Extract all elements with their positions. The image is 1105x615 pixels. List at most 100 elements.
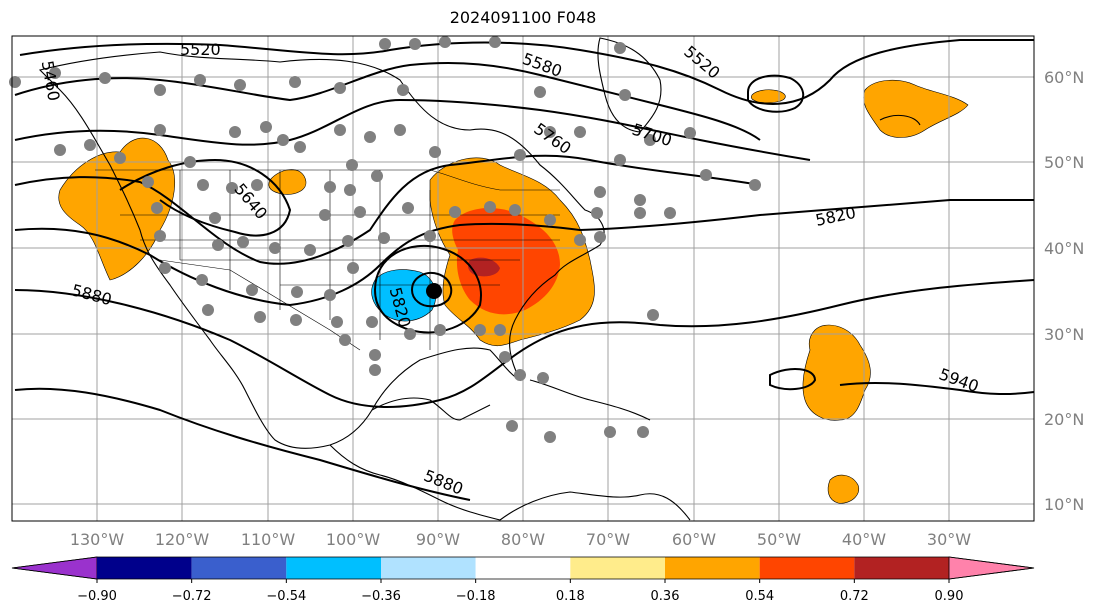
station-dot	[614, 154, 626, 166]
lat-tick-label: 50°N	[1044, 153, 1084, 172]
station-dot	[614, 42, 626, 54]
station-dot	[347, 262, 359, 274]
station-dot	[514, 149, 526, 161]
colorbar-segment	[191, 557, 287, 579]
lon-tick-label: 130°W	[70, 530, 125, 549]
colorbar-segment	[381, 557, 476, 579]
station-dot	[647, 309, 659, 321]
anomaly-positive-south-atlantic	[827, 474, 860, 504]
station-dot	[509, 204, 521, 216]
station-dot	[594, 231, 606, 243]
colorbar-segment	[570, 557, 665, 579]
station-dot	[371, 170, 383, 182]
graticule	[12, 36, 1034, 521]
station-dot	[594, 186, 606, 198]
station-dot	[684, 127, 696, 139]
colorbar-tick-label: 0.36	[651, 589, 680, 604]
station-dot	[366, 316, 378, 328]
colorbar-tick-label: −0.90	[77, 589, 117, 604]
colorbar-extend-high	[948, 556, 1035, 580]
station-dot	[619, 89, 631, 101]
station-dot	[700, 169, 712, 181]
station-dot	[154, 84, 166, 96]
colorbar: −0.90 −0.72 −0.54 −0.36 −0.18 0.18 0.36 0.54 0.7…	[11, 556, 1035, 604]
contour-label-5820-a: 5820	[814, 203, 858, 230]
longitude-labels: 130°W 120°W 110°W 100°W 90°W 80°W 70°W 60°W 50°W…	[70, 530, 971, 549]
lon-tick-label: 110°W	[241, 530, 296, 549]
colorbar-tick-label: −0.18	[456, 589, 496, 604]
station-dot	[591, 207, 603, 219]
latitude-labels: 60°N 50°N 40°N 30°N 20°N 10°N	[1044, 68, 1084, 514]
station-dot	[369, 364, 381, 376]
station-dot	[404, 328, 416, 340]
station-dot	[369, 349, 381, 361]
station-dot	[84, 139, 96, 151]
contour-5940	[769, 368, 1035, 396]
station-dot	[9, 76, 21, 88]
coastline-iceland	[879, 114, 921, 126]
station-dot	[324, 181, 336, 193]
station-dot	[159, 262, 171, 274]
map-title: 2024091100 F048	[449, 8, 597, 27]
station-dot	[114, 152, 126, 164]
station-dot	[364, 131, 376, 143]
station-dot	[634, 194, 646, 206]
station-dot	[194, 74, 206, 86]
lon-tick-label: 90°W	[416, 530, 460, 549]
station-dot	[339, 334, 351, 346]
lat-tick-label: 60°N	[1044, 68, 1084, 87]
colorbar-segment	[475, 557, 571, 579]
station-dot	[334, 82, 346, 94]
contour-5580	[14, 62, 761, 141]
lon-tick-label: 100°W	[326, 530, 381, 549]
colorbar-tick-label: 0.18	[556, 589, 585, 604]
station-dot	[544, 126, 556, 138]
station-dot	[226, 182, 238, 194]
lon-tick-label: 60°W	[672, 530, 716, 549]
station-dot	[506, 420, 518, 432]
station-dot	[331, 316, 343, 328]
colorbar-segment	[759, 557, 855, 579]
station-dot	[99, 72, 111, 84]
contour-label-5640: 5640	[230, 180, 271, 223]
station-dot	[514, 369, 526, 381]
contour-5520	[19, 39, 1034, 105]
anomaly-positive-ne-atlantic	[863, 80, 969, 138]
station-dot	[209, 212, 221, 224]
station-dot	[344, 184, 356, 196]
station-dot	[537, 372, 549, 384]
station-dot	[291, 286, 303, 298]
station-dot	[324, 289, 336, 301]
station-dot	[304, 244, 316, 256]
contour-low-greenland	[747, 74, 805, 113]
station-dot	[474, 324, 486, 336]
station-dot	[346, 159, 358, 171]
station-dot	[574, 126, 586, 138]
colorbar-tick-label: 0.90	[935, 589, 964, 604]
station-dot	[184, 156, 196, 168]
colorbar-tick-label: −0.72	[172, 589, 212, 604]
station-dot	[54, 144, 66, 156]
station-dot	[604, 426, 616, 438]
station-dot	[354, 206, 366, 218]
station-dot	[394, 124, 406, 136]
station-dot	[289, 76, 301, 88]
station-dot	[749, 179, 761, 191]
station-dot	[197, 179, 209, 191]
colorbar-segment	[665, 557, 760, 579]
station-dot	[196, 274, 208, 286]
station-dot	[449, 206, 461, 218]
station-dot	[202, 304, 214, 316]
station-dot	[439, 36, 451, 48]
lat-tick-label: 10°N	[1044, 495, 1084, 514]
anomaly-strong-east-us	[452, 208, 560, 315]
anomaly-positive-greenland-low	[750, 89, 786, 104]
station-dot	[544, 431, 556, 443]
station-dot	[489, 36, 501, 48]
colorbar-segment	[97, 557, 192, 579]
station-dot	[234, 79, 246, 91]
station-dot	[294, 141, 306, 153]
colorbar-tick-label: 0.72	[840, 589, 869, 604]
station-dot	[397, 84, 409, 96]
